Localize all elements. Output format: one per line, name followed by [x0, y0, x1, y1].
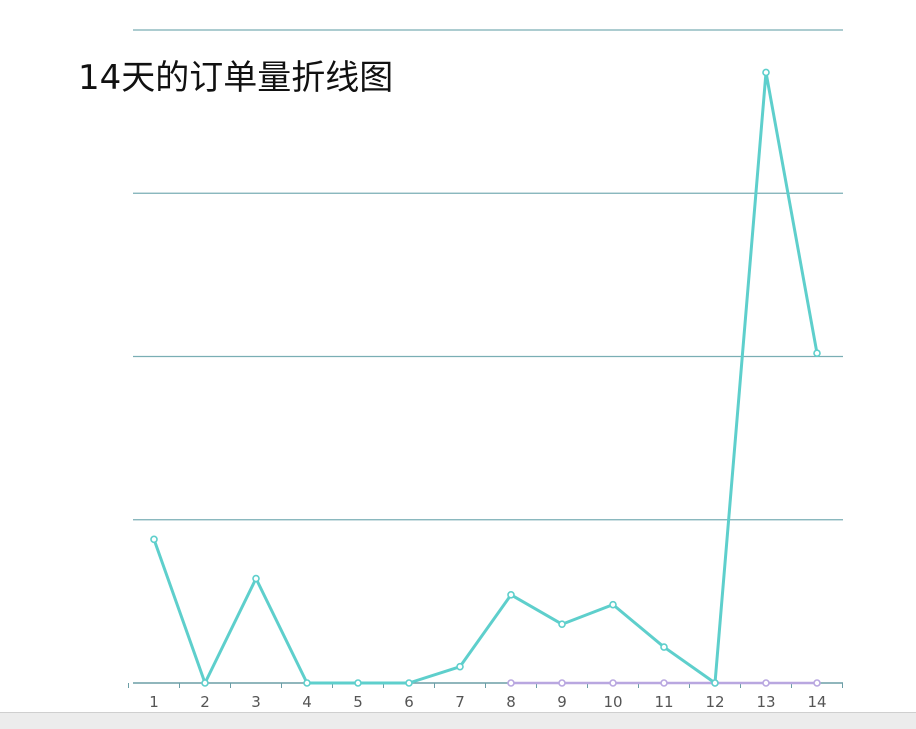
data-point — [762, 68, 770, 77]
data-point — [609, 679, 617, 687]
x-tick-label: 2 — [200, 693, 210, 711]
x-tick-label: 1 — [149, 693, 159, 711]
x-tick-label: 12 — [705, 693, 724, 711]
x-tick-label: 11 — [654, 693, 673, 711]
series-2 — [507, 679, 821, 687]
chart-title: 14天的订单量折线图 — [78, 58, 394, 98]
data-point — [813, 349, 821, 358]
data-point — [660, 643, 668, 651]
data-point — [507, 591, 515, 599]
x-tick-label: 9 — [557, 693, 567, 711]
x-tick-label: 13 — [756, 693, 775, 711]
data-point — [303, 679, 311, 687]
data-point — [405, 679, 413, 687]
series-layer — [150, 68, 821, 687]
data-point — [711, 679, 719, 687]
data-point — [150, 535, 158, 544]
data-point — [609, 600, 617, 609]
x-tick-label: 10 — [603, 693, 622, 711]
x-tick-labels: 1 2 3 4 5 6 7 8 9 10 11 12 13 14 — [149, 693, 826, 711]
x-tick-label: 4 — [302, 693, 312, 711]
x-tick-label: 14 — [807, 693, 826, 711]
x-tick-label: 6 — [404, 693, 414, 711]
data-point — [456, 662, 464, 671]
x-tick-label: 3 — [251, 693, 261, 711]
data-point — [252, 574, 260, 583]
data-point — [558, 620, 566, 629]
data-point — [558, 679, 566, 687]
grid-lines — [133, 29, 843, 521]
x-tick-label: 7 — [455, 693, 465, 711]
line-chart: 1 2 3 4 5 6 7 8 9 10 11 12 13 14 — [128, 29, 843, 711]
data-point — [762, 679, 770, 687]
series-line — [152, 70, 819, 685]
data-point — [354, 679, 362, 687]
window-bottom-edge — [0, 712, 916, 729]
x-tick-label: 8 — [506, 693, 516, 711]
data-point — [813, 679, 821, 687]
x-tick-label: 5 — [353, 693, 363, 711]
series-1 — [150, 68, 821, 687]
data-point — [201, 679, 209, 687]
data-point — [660, 679, 668, 687]
data-point — [507, 679, 515, 687]
